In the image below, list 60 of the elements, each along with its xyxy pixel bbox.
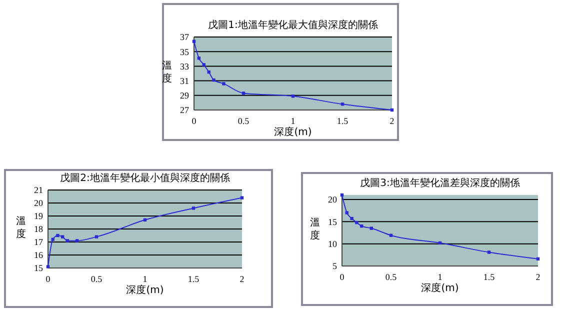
point <box>355 220 358 224</box>
y-tick-label: 17 <box>34 237 44 248</box>
y-tick-label: 15 <box>34 263 44 274</box>
x-tick-label: 0 <box>192 116 197 126</box>
point <box>46 265 50 268</box>
y-tick-label: 35 <box>180 46 190 57</box>
point <box>94 235 98 238</box>
point <box>66 239 69 242</box>
x-tick-label: 0.5 <box>238 116 250 126</box>
x-tick-label: 0 <box>340 272 345 282</box>
y-tick-label: 16 <box>34 250 44 260</box>
chart-title: 戊圖3:地溫年變化溫差與深度的關係 <box>360 177 520 189</box>
y-tick-label: 37 <box>180 32 190 42</box>
x-axis-title: 深度(m) <box>274 126 312 138</box>
y-axis-title: 溫度 <box>16 215 26 240</box>
point <box>56 234 60 238</box>
y-tick-label: 20 <box>34 198 44 208</box>
y-tick-label: 10 <box>328 238 338 249</box>
y-tick-label: 27 <box>180 105 190 116</box>
y-tick-label: 5 <box>332 261 338 272</box>
point <box>60 235 64 238</box>
x-tick-label: 1.5 <box>483 272 496 282</box>
x-tick-label: 2 <box>536 272 540 282</box>
point <box>350 216 354 220</box>
chart-title: 戊圖1:地溫年變化最大值與深度的關係 <box>208 19 378 31</box>
x-tick-label: 0.5 <box>385 272 398 282</box>
x-tick-label: 1 <box>142 274 148 284</box>
point <box>242 92 246 95</box>
point <box>370 226 373 230</box>
y-tick-label: 18 <box>34 224 44 234</box>
point <box>192 206 196 210</box>
point <box>340 102 344 106</box>
x-tick-label: 1 <box>438 272 442 282</box>
point <box>197 56 201 60</box>
y-axis-title: 溫度 <box>310 216 320 242</box>
y-tick-label: 19 <box>34 211 44 222</box>
point <box>240 196 244 200</box>
x-tick-label: 1 <box>290 116 296 126</box>
point <box>212 78 216 82</box>
y-tick-label: 31 <box>180 76 189 86</box>
point <box>222 82 226 86</box>
x-tick-label: 2 <box>240 274 244 284</box>
point <box>202 63 206 66</box>
x-tick-label: 0.5 <box>90 274 103 284</box>
point <box>76 239 79 242</box>
x-axis-title: 深度(m) <box>421 282 459 294</box>
point <box>487 250 491 254</box>
x-tick-label: 1.5 <box>336 116 349 126</box>
y-tick-label: 33 <box>180 61 190 72</box>
y-tick-label: 29 <box>180 90 190 101</box>
y-tick-label: 15 <box>328 216 338 227</box>
x-tick-label: 2 <box>390 116 394 126</box>
chart-title: 戊圖2:地溫年變化最小值與深度的關係 <box>60 172 230 184</box>
x-tick-label: 0 <box>46 274 51 284</box>
y-tick-label: 20 <box>328 194 338 205</box>
y-axis-title: 溫度 <box>162 60 172 84</box>
x-tick-label: 1.5 <box>188 274 200 284</box>
y-tick-label: 21 <box>34 185 43 196</box>
x-axis-title: 深度(m) <box>126 284 164 296</box>
point <box>345 211 348 214</box>
